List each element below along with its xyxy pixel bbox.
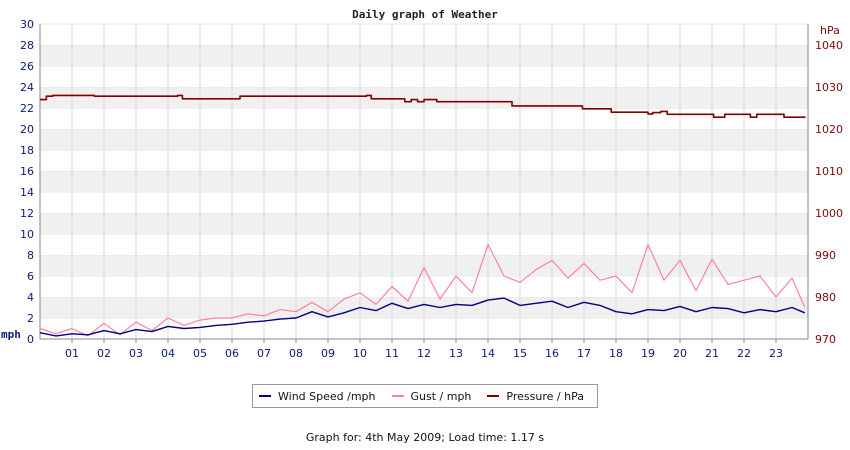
vertical-gridlines <box>71 24 777 339</box>
right-tick-label: 1030 <box>815 81 843 94</box>
x-tick-label: 20 <box>673 347 687 360</box>
x-tick-label: 07 <box>257 347 271 360</box>
series-line-wind <box>39 297 806 337</box>
left-tick-label: 22 <box>20 102 34 115</box>
legend-label-pressure: Pressure / hPa <box>506 389 584 403</box>
x-tick-label: 18 <box>609 347 623 360</box>
legend-swatch-pressure <box>487 395 500 397</box>
left-tick-label: 30 <box>20 18 34 31</box>
x-tick-label: 09 <box>321 347 335 360</box>
legend-item-gust: Gust / mph <box>391 389 472 403</box>
left-tick-label: 28 <box>20 39 34 52</box>
x-tick-label: 05 <box>193 347 207 360</box>
series-line-pressure <box>40 94 806 119</box>
legend-item-pressure: Pressure / hPa <box>487 390 584 403</box>
series-line-gust <box>39 243 806 337</box>
left-tick-label: 24 <box>20 81 34 94</box>
legend-item-wind: Wind Speed /mph <box>259 390 376 403</box>
x-tick-label: 14 <box>481 347 495 360</box>
left-tick-label: 18 <box>20 144 34 157</box>
x-tick-label: 13 <box>449 347 463 360</box>
right-tick-label: 980 <box>815 291 836 304</box>
left-tick-label: 10 <box>20 228 34 241</box>
x-tick-label: 11 <box>385 347 399 360</box>
x-tick-label: 17 <box>577 347 591 360</box>
chart-legend: Wind Speed /mph Gust / mph Pressure / hP… <box>252 384 598 408</box>
left-axis-unit: mph <box>1 328 21 341</box>
x-tick-label: 01 <box>65 347 79 360</box>
legend-swatch-gust <box>391 395 404 397</box>
left-tick-label: 14 <box>20 186 34 199</box>
x-tick-label: 10 <box>353 347 367 360</box>
x-tick-label: 23 <box>769 347 783 360</box>
x-tick-label: 03 <box>129 347 143 360</box>
footer-status: Graph for: 4th May 2009; Load time: 1.17… <box>305 431 545 444</box>
series-lines <box>39 94 806 337</box>
x-tick-label: 12 <box>417 347 431 360</box>
right-axis-ticks: 970 980 990 1000 1010 1020 1030 1040 <box>815 39 843 346</box>
left-tick-label: 16 <box>20 165 34 178</box>
right-tick-label: 970 <box>815 333 836 346</box>
left-tick-label: 2 <box>27 312 34 325</box>
right-tick-label: 1020 <box>815 123 843 136</box>
legend-swatch-wind <box>259 395 271 397</box>
x-tick-label: 08 <box>289 347 303 360</box>
legend-label-wind: Wind Speed /mph <box>278 389 376 403</box>
right-tick-label: 1000 <box>815 207 843 220</box>
legend-label-gust: Gust / mph <box>410 389 472 403</box>
right-tick-label: 1040 <box>815 39 843 52</box>
right-tick-label: 1010 <box>815 165 843 178</box>
left-tick-label: 6 <box>27 270 34 283</box>
left-tick-label: 4 <box>27 291 34 304</box>
left-tick-label: 12 <box>20 207 34 220</box>
right-tick-label: 990 <box>815 249 836 262</box>
x-tick-label: 19 <box>641 347 655 360</box>
x-tick-label: 22 <box>737 347 751 360</box>
right-axis-unit: hPa <box>820 24 840 37</box>
left-tick-label: 26 <box>20 60 34 73</box>
chart-title: Daily graph of Weather <box>352 8 498 21</box>
x-tick-label: 04 <box>161 347 175 360</box>
x-axis-ticks: 01 02 03 04 05 06 07 08 09 10 11 12 13 14 15 16 17 18 19 20… <box>65 339 783 360</box>
x-tick-label: 02 <box>97 347 111 360</box>
x-tick-label: 06 <box>225 347 239 360</box>
left-tick-label: 8 <box>27 249 34 262</box>
x-tick-label: 21 <box>705 347 719 360</box>
left-tick-label: 0 <box>27 333 34 346</box>
x-tick-label: 15 <box>513 347 527 360</box>
left-tick-label: 20 <box>20 123 34 136</box>
x-tick-label: 16 <box>545 347 559 360</box>
